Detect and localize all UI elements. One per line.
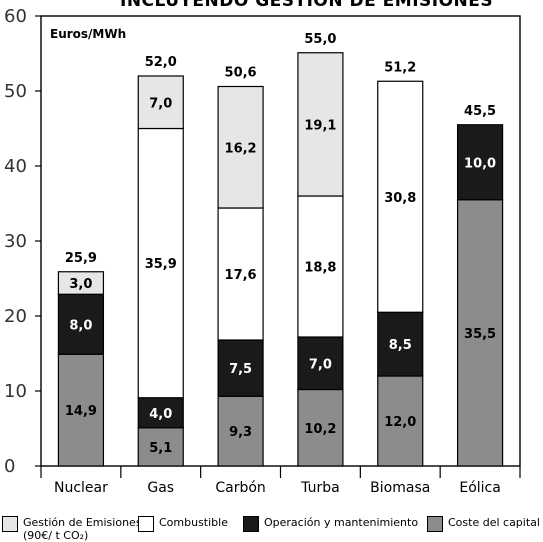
legend-item-fuel: Combustible (138, 516, 228, 532)
y-tick-label: 30 (4, 231, 27, 252)
bar-segment (137, 427, 184, 467)
bar-segment-label: 5,1 (149, 441, 172, 456)
bar-segment (217, 207, 264, 341)
x-tick-label: Nuclear (54, 480, 108, 496)
bar-segment (297, 195, 344, 338)
legend-item-emissions: Gestión de Emisiones (90€/ t CO₂) (2, 516, 142, 542)
bar-segment-label: 10,2 (304, 422, 336, 437)
y-tick-label: 20 (4, 306, 27, 327)
bar-segment (57, 271, 105, 295)
bar-segment (377, 375, 424, 467)
bar-total-label: 50,6 (225, 66, 257, 81)
x-tick-label: Carbón (215, 480, 265, 496)
bar-segment (297, 388, 344, 467)
bar-total-label: 45,5 (464, 104, 496, 119)
y-tick-label: 40 (4, 156, 27, 177)
bar-segment (137, 75, 184, 130)
bar-segment-label: 19,1 (304, 118, 336, 133)
legend-swatch-emissions (2, 516, 18, 532)
bar-segment (57, 293, 105, 355)
stacked-bar-chart: 0 10 20 30 40 50 60 Euros/MWh Nuclear Gas Carbón Tu… (4, 6, 521, 496)
bar-segment (217, 395, 264, 467)
x-tick-label: Turba (300, 480, 340, 496)
bar-segment (57, 353, 105, 467)
bar-total-label: 55,0 (304, 32, 336, 47)
y-tick-label: 50 (4, 81, 27, 102)
bar-segment-label: 7,0 (149, 96, 172, 111)
legend-label-emissions: Gestión de Emisiones (23, 516, 142, 529)
bar-segment-label: 35,9 (145, 257, 177, 272)
legend-item-capital: Coste del capital (427, 516, 540, 532)
x-tick-label: Gas (147, 480, 174, 496)
bar-segment (377, 311, 424, 377)
plot-frame (40, 15, 521, 467)
legend-item-om: Operación y mantenimiento (243, 516, 418, 532)
bar-segment (377, 80, 424, 313)
bar-segment-label: 9,3 (229, 425, 252, 440)
bar-segment (456, 124, 504, 201)
bar-segment (217, 85, 264, 209)
bar-segment-label: 7,0 (309, 357, 332, 372)
legend-label-capital: Coste del capital (448, 516, 540, 529)
bar-segment-label: 8,0 (69, 318, 92, 333)
bar-segment-label: 30,8 (384, 191, 416, 206)
legend-swatch-fuel (138, 516, 154, 532)
bar-segment-label: 35,5 (464, 327, 496, 342)
legend-swatch-capital (427, 516, 443, 532)
legend-label-fuel: Combustible (159, 516, 228, 529)
bar-total-label: 52,0 (145, 55, 177, 70)
unit-label: Euros/MWh (50, 27, 126, 41)
bar-segment-label: 12,0 (384, 415, 416, 430)
legend-label-emissions-sub: (90€/ t CO₂) (23, 529, 89, 542)
bar-segment-label: 10,0 (464, 156, 496, 171)
bar-segment-label: 3,0 (69, 277, 92, 292)
legend: Gestión de Emisiones (90€/ t CO₂) Combus… (0, 508, 543, 542)
bar-total-label: 51,2 (384, 60, 416, 75)
legend-swatch-om (243, 516, 259, 532)
x-tick-label: Eólica (459, 480, 500, 496)
bar-segment-label: 4,0 (149, 407, 172, 422)
chart-title: INCLUYENDO GESTIÓN DE EMISIONES (120, 0, 494, 11)
y-tick-label: 0 (4, 456, 15, 477)
bar-segment-label: 18,8 (304, 261, 336, 276)
x-tick-label: Biomasa (370, 480, 430, 496)
legend-label-om: Operación y mantenimiento (264, 516, 419, 529)
y-tick-label: 60 (4, 6, 27, 27)
bar-total-label: 25,9 (65, 251, 97, 266)
bar-segment-label: 17,6 (225, 268, 257, 283)
bar-segment-label: 14,9 (65, 404, 97, 419)
bar-segment (297, 336, 344, 391)
bar-segment (137, 397, 184, 429)
bar-segment (217, 339, 264, 397)
bar-segment-label: 7,5 (229, 362, 252, 377)
y-tick-label: 10 (4, 381, 27, 402)
bar-segment (297, 52, 344, 197)
bar-segment-label: 16,2 (225, 141, 257, 156)
bar-segment (137, 127, 184, 399)
bar-segment-label: 8,5 (389, 338, 412, 353)
